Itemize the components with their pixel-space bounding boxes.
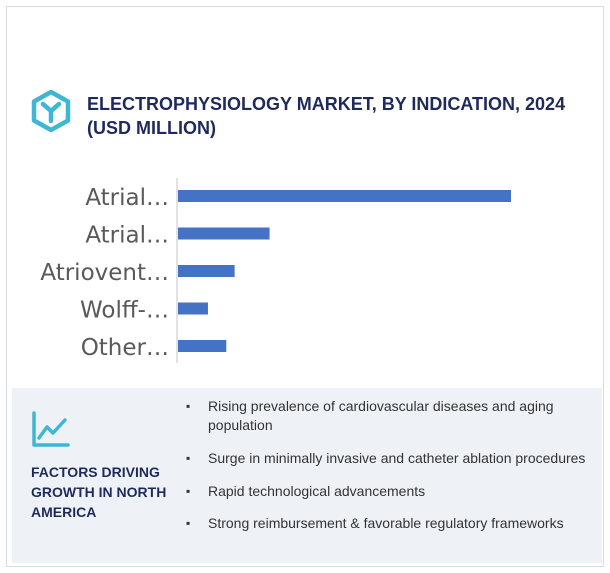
bar [178,265,235,277]
bar [178,302,208,315]
line-chart-growth-icon [32,411,70,447]
bullet-icon: ▪ [186,451,191,465]
bar [178,340,227,352]
bullet-icon: ▪ [186,484,191,498]
category-tick-label: Atrial… [85,223,169,249]
category-tick-label: Atriovent… [40,260,169,286]
factors-panel [12,388,602,563]
category-tick-label: Wolff-… [80,298,169,324]
factor-text: Strong reimbursement & favorable regulat… [208,515,564,531]
factor-item: ▪ Rising prevalence of cardiovascular dis… [186,397,606,435]
factors-list: ▪ Rising prevalence of cardiovascular dis… [186,397,606,547]
bar-chart: Atrial… Atrial… Atriovent… Wolff-… Other… [40,178,511,363]
factor-text: Surge in minimally invasive and catheter… [208,450,586,466]
bar [178,227,270,240]
category-tick-label: Other… [81,335,169,361]
bullet-icon: ▪ [186,516,191,530]
factors-title: FACTORS DRIVING GROWTH IN NORTH AMERICA [31,464,167,520]
hexagon-logo-icon [31,90,71,132]
bullet-icon: ▪ [186,399,191,413]
category-tick-label: Atrial… [85,185,169,211]
factor-item: ▪ Surge in minimally invasive and cathete… [186,449,606,468]
factor-item: ▪ Rapid technological advancements [186,482,606,501]
chart-title: ELECTROPHYSIOLOGY MARKET, BY INDICATION,… [87,94,566,138]
factor-item: ▪ Strong reimbursement & favorable regula… [186,514,606,533]
factor-text: Rising prevalence of cardiovascular dise… [208,398,554,433]
bar [178,190,511,202]
factor-text: Rapid technological advancements [208,483,426,499]
